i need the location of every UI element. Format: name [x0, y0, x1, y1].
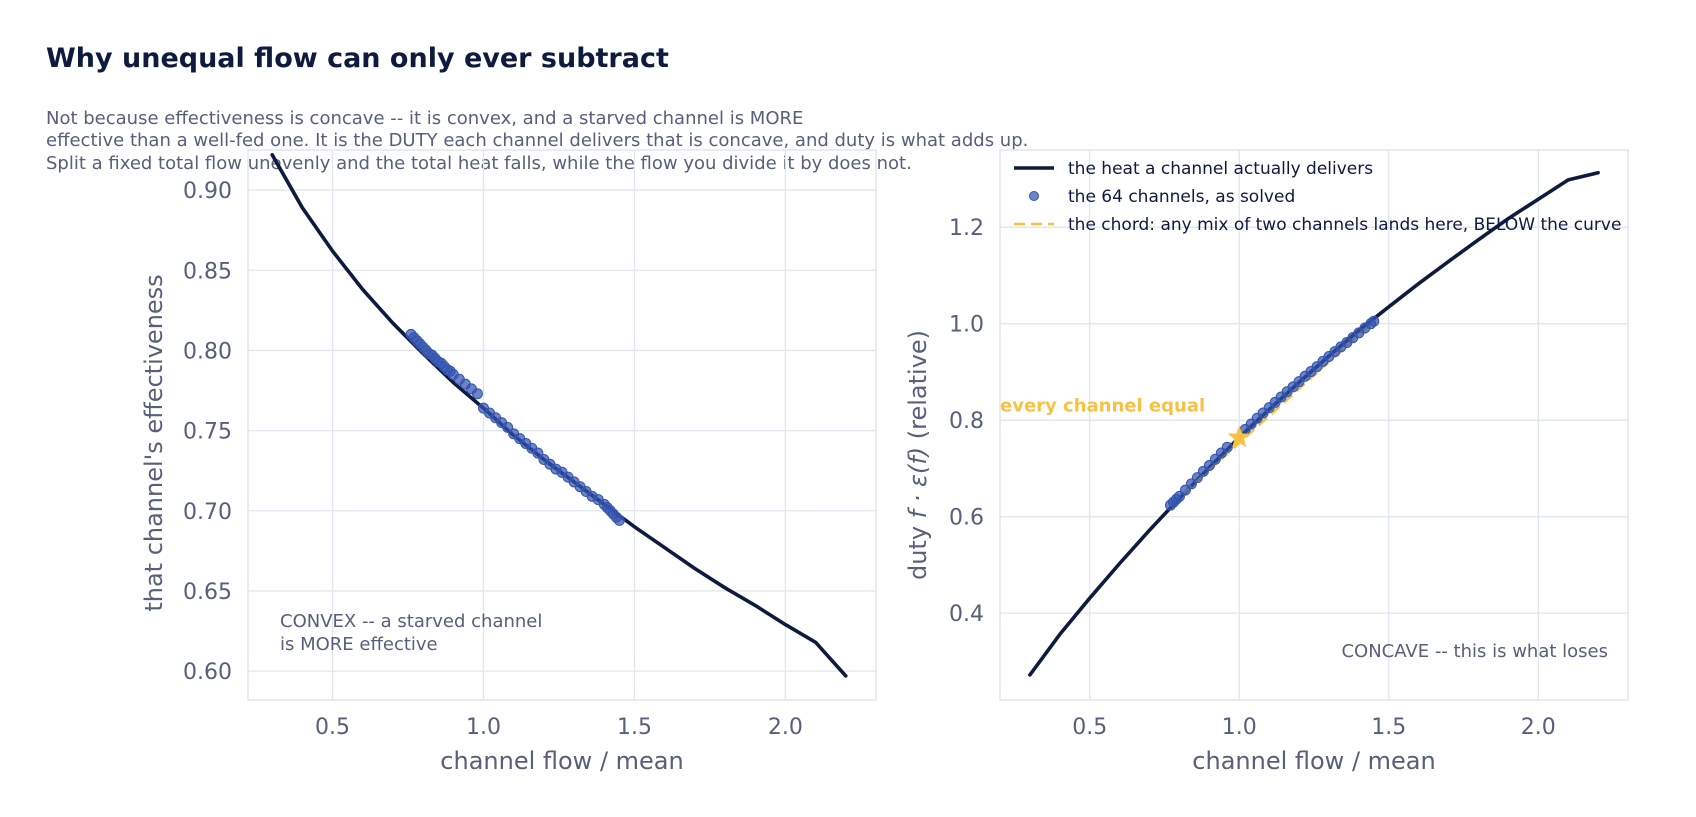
- chart-title: Why unequal flow can only ever subtract: [46, 43, 669, 74]
- y-tick-label: 1.0: [949, 313, 984, 338]
- plot-frame: [999, 149, 1629, 701]
- channel-point: [613, 514, 625, 526]
- x-tick-label: 1.5: [1371, 715, 1406, 740]
- y-axis-label: duty f · ε(f) (relative): [904, 330, 932, 580]
- y-tick-label: 0.70: [183, 500, 232, 525]
- delivered-curve: [1028, 170, 1600, 677]
- y-axis-label: that channel's effectiveness: [140, 274, 168, 611]
- channel-point: [1368, 315, 1380, 327]
- legend-dot-swatch: [1029, 191, 1039, 201]
- y-tick-label: 0.75: [183, 420, 232, 445]
- subtitle-line-1: Not because effectiveness is concave -- …: [46, 108, 803, 129]
- x-tick-label: 1.5: [617, 715, 652, 740]
- x-tick-label: 0.5: [1072, 715, 1107, 740]
- subtitle-line-2: effective than a well-fed one. It is the…: [46, 130, 1028, 151]
- y-tick-label: 0.85: [183, 259, 232, 284]
- legend-label: the chord: any mix of two channels lands…: [1068, 215, 1621, 235]
- y-tick-label: 0.60: [183, 660, 232, 685]
- equal-point-label: every channel equal: [1000, 396, 1205, 417]
- y-tick-label: 0.65: [183, 580, 232, 605]
- duty-panel: 0.5 1.0 1.5 2.0 0.4 0.6 0.8 1.0 1.2 channel flow …: [904, 149, 1629, 775]
- x-tick-label: 1.0: [466, 715, 501, 740]
- channel-point: [471, 388, 483, 400]
- y-tick-label: 0.8: [949, 409, 984, 434]
- x-tick-label: 2.0: [768, 715, 803, 740]
- x-tick-label: 0.5: [315, 715, 350, 740]
- legend-label: the 64 channels, as solved: [1068, 187, 1295, 207]
- convex-annotation-line-1: CONVEX -- a starved channel: [280, 611, 542, 632]
- y-tick-label: 1.2: [949, 216, 984, 241]
- concave-annotation: CONCAVE -- this is what loses: [1341, 641, 1608, 662]
- x-tick-label: 1.0: [1222, 715, 1257, 740]
- x-axis-label: channel flow / mean: [1192, 747, 1435, 775]
- plot-frame: [247, 149, 877, 701]
- y-tick-label: 0.80: [183, 339, 232, 364]
- channel-point: [1221, 441, 1233, 453]
- effectiveness-panel: 0.5 1.0 1.5 2.0 0.60 0.65 0.70 0.75 0.80 0.85 0.90…: [140, 149, 877, 775]
- x-tick-label: 2.0: [1521, 715, 1556, 740]
- equal-point-star: [1227, 425, 1251, 448]
- y-tick-label: 0.90: [183, 179, 232, 204]
- x-axis-label: channel flow / mean: [440, 747, 683, 775]
- convex-annotation-line-2: is MORE effective: [280, 634, 438, 655]
- delivered-curve: [270, 153, 848, 678]
- subtitle-line-3: Split a fixed total flow unevenly and th…: [46, 153, 912, 174]
- y-tick-label: 0.4: [949, 602, 984, 627]
- y-tick-label: 0.6: [949, 506, 984, 531]
- legend-label: the heat a channel actually delivers: [1068, 159, 1373, 179]
